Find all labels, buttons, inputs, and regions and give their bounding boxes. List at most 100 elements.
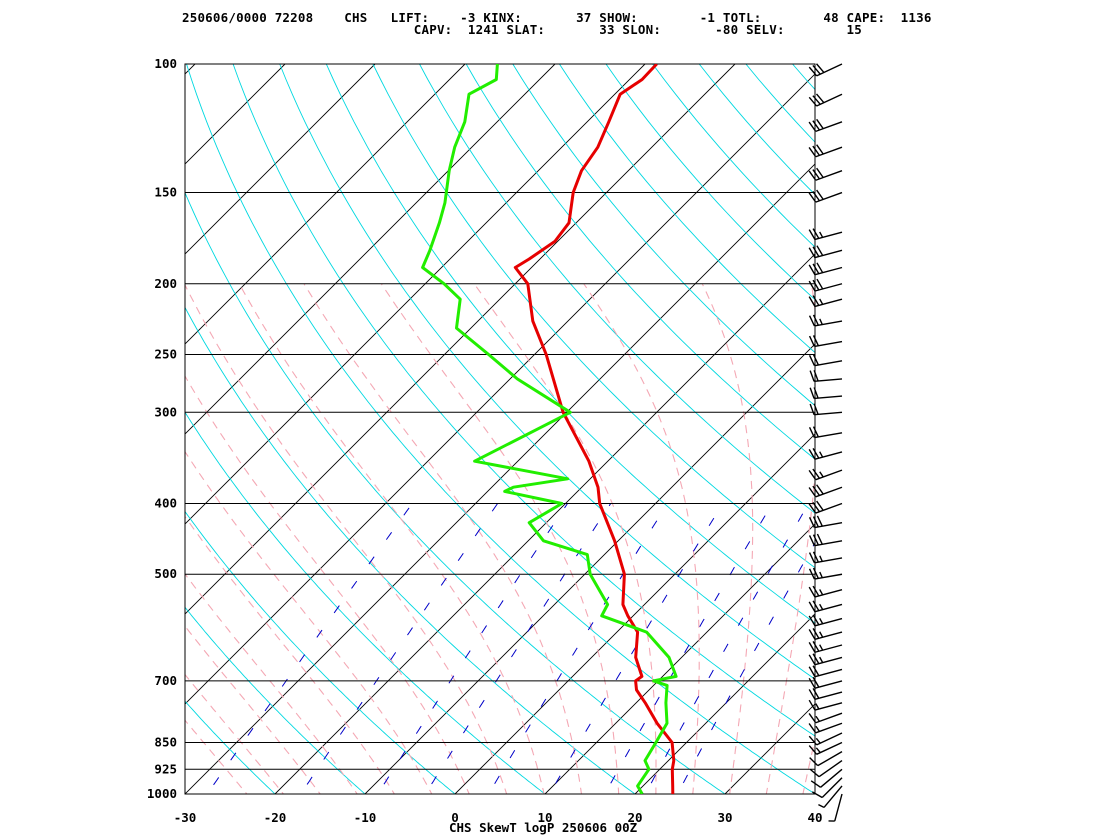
mixing-ratio-line	[424, 503, 612, 794]
dry-adiabat-line	[871, 48, 1120, 810]
dry-adiabat-line	[825, 48, 1120, 810]
wind-barb	[828, 793, 843, 822]
wind-barb	[808, 641, 843, 653]
header-index-label: CAPE:	[846, 10, 886, 25]
moist-adiabat-line	[185, 573, 358, 794]
header-index-value: 1241	[452, 22, 499, 37]
moist-adiabat-line	[185, 375, 470, 794]
dry-adiabat-line	[232, 64, 815, 737]
isotherm-line	[0, 64, 15, 794]
wind-barb	[808, 228, 843, 241]
isotherm-line	[185, 64, 376, 255]
pressure-tick-label: 300	[154, 404, 177, 419]
isotherm-line	[185, 64, 646, 525]
dry-adiabat-line	[279, 64, 815, 680]
header-index-value: -1	[637, 10, 716, 25]
wind-barb	[808, 741, 843, 755]
header-index-value: 48	[761, 10, 839, 25]
pressure-tick-label: 700	[154, 673, 177, 688]
header-index-label: CAPV:	[413, 22, 453, 37]
wind-barbs	[808, 63, 843, 822]
moist-adiabat-line	[185, 515, 396, 794]
header-date-station: 250606/0000 72208	[182, 10, 314, 25]
wind-barb	[818, 785, 843, 809]
moist-adiabat-line	[473, 283, 657, 794]
wind-barb	[809, 403, 843, 416]
sounding-profiles	[421, 64, 678, 794]
temperature-tick-label: -20	[264, 810, 287, 825]
isotherm-line	[0, 64, 105, 794]
pressure-tick-label: 500	[154, 566, 177, 581]
header-index-label: SLON:	[622, 22, 662, 37]
wind-barb	[809, 751, 843, 767]
mixing-ratio-line	[206, 503, 413, 794]
isotherm-line	[185, 64, 286, 165]
pressure-tick-labels: 100 150 200 250 300 400 500 700 850 925 1000	[147, 56, 177, 801]
wind-barb	[808, 688, 843, 700]
isotherm-line	[814, 793, 815, 794]
dry-adiabat-line	[185, 411, 546, 794]
dry-adiabat-line	[1054, 48, 1120, 810]
wind-barb	[808, 515, 843, 529]
wind-barb	[808, 732, 843, 746]
background-grid	[0, 48, 1120, 810]
wind-barb	[808, 500, 843, 514]
pressure-tick-label: 250	[154, 346, 177, 361]
pressure-tick-label: 1000	[147, 786, 177, 801]
wind-barb	[808, 600, 843, 613]
dry-adiabat-line	[698, 64, 815, 196]
dewpoint-profile	[421, 64, 678, 794]
dry-adiabat-line	[185, 191, 726, 794]
wind-barb	[808, 335, 843, 348]
dry-adiabat-line	[512, 64, 815, 407]
wind-barb	[808, 295, 843, 308]
pressure-tick-label: 100	[154, 56, 177, 71]
moist-adiabat-line	[185, 719, 248, 794]
temperature-tick-label: 10	[537, 810, 552, 825]
temperature-tick-label: 30	[717, 810, 732, 825]
pressure-tick-label: 850	[154, 734, 177, 749]
wind-barb	[808, 93, 843, 107]
wind-barb	[808, 614, 843, 627]
dry-adiabat-line	[186, 64, 815, 794]
header-index-label: SELV:	[746, 22, 785, 37]
isobar-lines	[185, 63, 815, 795]
isotherm-line	[364, 343, 815, 794]
moist-adiabat-line	[380, 283, 620, 794]
header-index-label: TOTL:	[722, 10, 762, 25]
header-index-value: -3	[429, 10, 476, 25]
dry-adiabat-line	[558, 64, 815, 354]
isotherm-line	[724, 703, 815, 794]
header-line-1: 250606/0000 72208 CHS LIFT: -3 KINX: 37 …	[182, 10, 939, 25]
wind-barb	[808, 144, 843, 158]
dry-adiabat-line	[1008, 48, 1120, 810]
isotherm-line	[185, 73, 815, 705]
dry-adiabat-line	[745, 64, 815, 143]
wind-barb	[808, 118, 843, 133]
temperature-tick-label: 0	[451, 810, 459, 825]
wind-barb	[808, 484, 843, 498]
isotherm-line	[274, 253, 815, 794]
dry-adiabat-line	[465, 64, 815, 460]
wind-barb	[808, 676, 843, 689]
dry-adiabat-line	[325, 64, 815, 624]
wind-barb	[808, 354, 843, 367]
header-index-label: SLAT:	[506, 22, 546, 37]
wind-barb	[808, 63, 843, 77]
moist-adiabat-line	[185, 673, 285, 794]
wind-barb	[809, 387, 843, 400]
wind-barb	[808, 567, 843, 580]
dry-adiabat-line	[917, 48, 1120, 810]
header-line-2: CAPV: 1241 SLAT: 33 SLON: -80 SELV: 15	[182, 22, 870, 37]
mixing-ratio-line	[300, 503, 499, 794]
wind-barb	[808, 699, 843, 711]
wind-barb	[808, 722, 843, 734]
moist-adiabat-line	[701, 283, 754, 794]
header-index-value: 37	[522, 10, 592, 25]
isotherm-line	[544, 523, 815, 794]
chart-caption: CHS SkewT logP 250606 00Z	[449, 820, 638, 835]
isotherm-line	[634, 613, 815, 794]
moist-adiabat-line	[765, 283, 815, 794]
wind-barb	[808, 712, 843, 724]
